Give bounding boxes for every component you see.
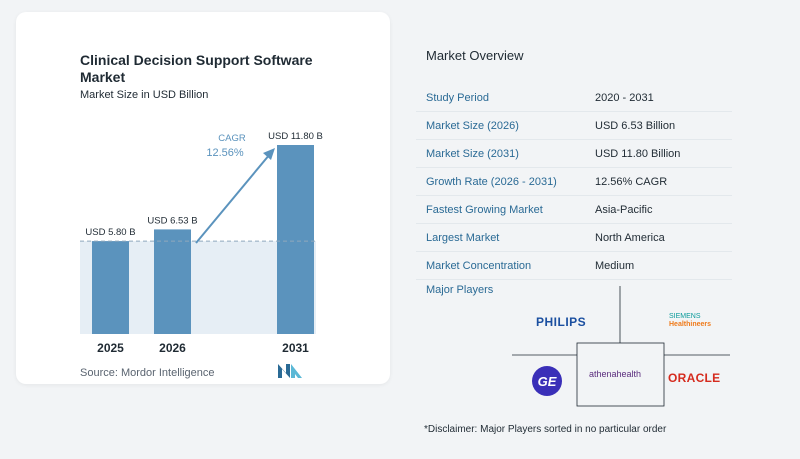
source-text: Source: Mordor Intelligence bbox=[80, 367, 215, 379]
philips-logo: PHILIPS bbox=[536, 315, 587, 329]
overview-title: Market Overview bbox=[426, 48, 524, 63]
overview-row: Market Size (2026) USD 6.53 Billion bbox=[416, 112, 732, 140]
ge-logo: GE bbox=[532, 366, 562, 396]
cagr-label: CAGR bbox=[218, 133, 246, 144]
siemens-logo-line1: SIEMENS bbox=[669, 313, 701, 320]
chart-subtitle: Market Size in USD Billion bbox=[80, 89, 209, 101]
overview-row: Fastest Growing Market Asia-Pacific bbox=[416, 196, 732, 224]
oracle-logo: ORACLE bbox=[668, 371, 721, 385]
overview-row-value: USD 6.53 Billion bbox=[595, 119, 676, 132]
overview-row-value: USD 11.80 Billion bbox=[595, 147, 681, 160]
mordor-logo-icon bbox=[278, 364, 302, 378]
overview-row-label: Market Concentration bbox=[426, 259, 532, 272]
bar bbox=[154, 229, 191, 334]
athenahealth-logo: athenahealth bbox=[589, 369, 642, 379]
data-label: USD 11.80 B bbox=[268, 131, 323, 142]
cagr-arrow bbox=[195, 153, 271, 244]
overview-row-value: Medium bbox=[595, 259, 635, 272]
overview-row-label: Market Size (2031) bbox=[426, 147, 519, 160]
overview-row-value: 12.56% CAGR bbox=[595, 175, 668, 188]
overview-row: Market Size (2031) USD 11.80 Billion bbox=[416, 140, 732, 168]
siemens-healthineers-logo: SIEMENS Healthineers bbox=[669, 313, 711, 329]
disclaimer-text: *Disclaimer: Major Players sorted in no … bbox=[424, 424, 667, 435]
overview-row: Growth Rate (2026 - 2031) 12.56% CAGR bbox=[416, 168, 732, 196]
overview-row-label: Largest Market bbox=[426, 231, 500, 244]
bar bbox=[92, 241, 129, 334]
overview-row-value: Asia-Pacific bbox=[595, 203, 653, 216]
overview-row-value: North America bbox=[595, 231, 665, 244]
overview-row-label: Growth Rate (2026 - 2031) bbox=[426, 175, 557, 188]
bar-chart: USD 5.80 B USD 6.53 B USD 11.80 B 2025 2026 2… bbox=[80, 131, 323, 355]
bar bbox=[277, 145, 314, 334]
overview-table: Study Period 2020 - 2031 Market Size (2026… bbox=[416, 84, 732, 280]
siemens-logo-line2: Healthineers bbox=[669, 321, 712, 328]
overview-row-label: Market Size (2026) bbox=[426, 119, 519, 132]
x-tick-label: 2025 bbox=[97, 341, 124, 355]
data-label: USD 6.53 B bbox=[147, 215, 197, 226]
overview-row-label: Fastest Growing Market bbox=[426, 203, 543, 216]
data-label: USD 5.80 B bbox=[85, 227, 135, 238]
cagr-arrow-head bbox=[263, 148, 275, 160]
overview-row: Study Period 2020 - 2031 bbox=[416, 84, 732, 112]
players-title: Major Players bbox=[426, 284, 494, 296]
chart-title: Clinical Decision Support Software Marke… bbox=[80, 52, 313, 85]
x-tick-label: 2026 bbox=[159, 341, 186, 355]
cagr-value: 12.56% bbox=[206, 147, 244, 159]
x-tick-label: 2031 bbox=[282, 341, 309, 355]
overview-row: Largest Market North America bbox=[416, 224, 732, 252]
overview-row-value: 2020 - 2031 bbox=[595, 91, 654, 104]
overview-row-label: Study Period bbox=[426, 91, 489, 104]
overview-row: Market Concentration Medium bbox=[416, 252, 732, 280]
